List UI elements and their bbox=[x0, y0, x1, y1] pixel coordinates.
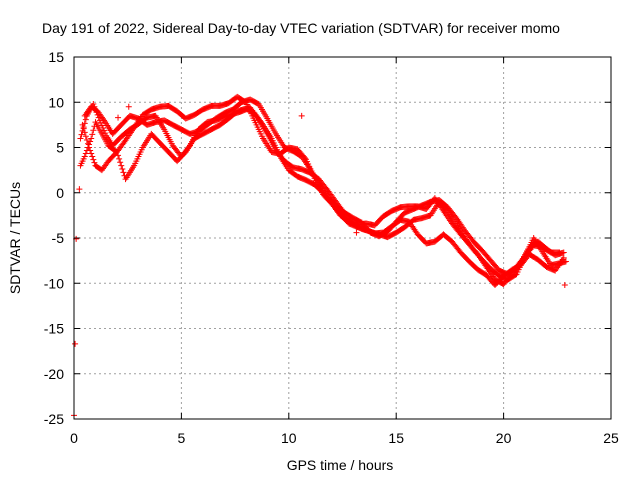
data-point bbox=[90, 127, 97, 134]
data-point bbox=[99, 125, 106, 132]
x-tick-label: 10 bbox=[281, 430, 297, 446]
data-point bbox=[102, 130, 109, 137]
data-point bbox=[82, 133, 89, 140]
data-point bbox=[113, 149, 120, 156]
data-point bbox=[120, 169, 127, 176]
data-point bbox=[118, 162, 125, 169]
data-point bbox=[83, 136, 90, 143]
data-point bbox=[87, 147, 94, 154]
x-tick-labels: 0 5 10 15 20 25 bbox=[70, 430, 619, 446]
y-tick-label: -15 bbox=[44, 321, 64, 337]
x-tick-label: 0 bbox=[70, 430, 78, 446]
data-point bbox=[82, 116, 89, 123]
data-point bbox=[101, 127, 108, 134]
data-points bbox=[71, 93, 569, 419]
data-point bbox=[89, 153, 96, 160]
data-point bbox=[91, 159, 98, 166]
data-point bbox=[98, 122, 105, 129]
x-axis-title: GPS time / hours bbox=[287, 457, 394, 473]
data-point bbox=[121, 138, 128, 145]
axis-ticks bbox=[73, 56, 612, 420]
y-tick-label: 10 bbox=[48, 94, 64, 110]
data-point bbox=[119, 165, 126, 172]
data-point bbox=[89, 131, 96, 138]
data-point bbox=[80, 125, 87, 132]
data-point bbox=[84, 140, 91, 147]
y-tick-labels: -25 -20 -15 -10 -5 0 5 10 15 bbox=[44, 49, 64, 427]
data-point bbox=[90, 156, 97, 163]
outlier-point bbox=[561, 282, 568, 289]
y-tick-label: -20 bbox=[44, 366, 64, 382]
y-tick-label: 15 bbox=[48, 49, 64, 65]
data-point bbox=[97, 119, 104, 126]
data-point bbox=[560, 254, 567, 261]
outlier-point bbox=[72, 340, 79, 347]
y-tick-label: 5 bbox=[56, 140, 64, 156]
data-point bbox=[88, 135, 95, 142]
outlier-point bbox=[353, 229, 360, 236]
data-point bbox=[82, 150, 89, 157]
data-point bbox=[77, 135, 84, 142]
y-tick-label: -5 bbox=[52, 230, 65, 246]
x-tick-label: 5 bbox=[178, 430, 186, 446]
x-tick-label: 15 bbox=[388, 430, 404, 446]
outlier-point bbox=[115, 114, 122, 121]
data-point bbox=[88, 150, 95, 157]
data-point bbox=[78, 131, 85, 138]
chart-title: Day 191 of 2022, Sidereal Day-to-day VTE… bbox=[42, 20, 560, 36]
data-point bbox=[556, 249, 563, 256]
outlier-point bbox=[76, 186, 83, 193]
y-tick-label: -10 bbox=[44, 275, 64, 291]
y-tick-label: -25 bbox=[44, 411, 64, 427]
y-axis-title: SDTVAR / TECUs bbox=[7, 182, 23, 294]
outlier-point bbox=[298, 112, 305, 119]
outlier-point bbox=[125, 103, 132, 110]
x-tick-label: 20 bbox=[496, 430, 512, 446]
data-point bbox=[79, 121, 86, 128]
data-point bbox=[116, 155, 123, 162]
data-point bbox=[117, 159, 124, 166]
data-point bbox=[115, 152, 122, 159]
data-point bbox=[81, 129, 88, 136]
gridlines bbox=[74, 57, 611, 419]
y-tick-label: 0 bbox=[56, 185, 64, 201]
x-tick-label: 25 bbox=[603, 430, 619, 446]
data-point bbox=[258, 120, 265, 127]
data-point bbox=[81, 153, 88, 160]
data-point bbox=[86, 144, 93, 151]
